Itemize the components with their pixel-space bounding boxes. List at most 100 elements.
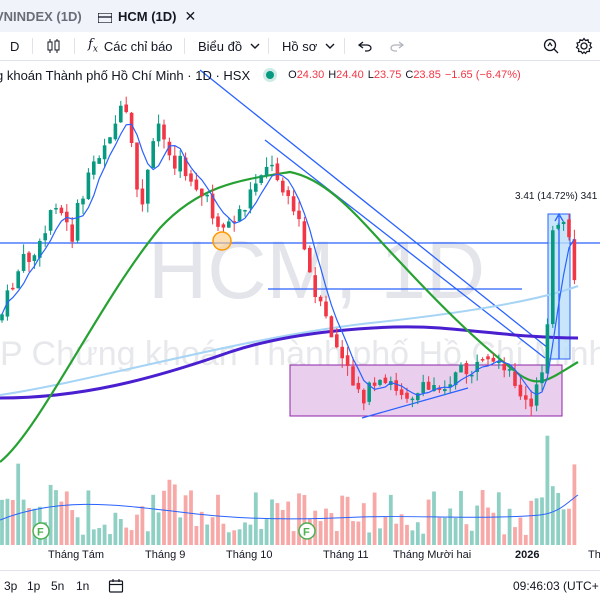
- candle-body: [264, 166, 269, 176]
- candle-body: [551, 230, 555, 325]
- volume-bar: [496, 492, 501, 545]
- volume-bar: [21, 499, 26, 545]
- candle-body: [302, 221, 307, 250]
- candle-body: [448, 384, 452, 388]
- volume-bar: [518, 517, 523, 545]
- range-1n[interactable]: 1n: [76, 571, 89, 601]
- candle-body: [151, 141, 155, 168]
- range-1p[interactable]: 1p: [27, 571, 40, 601]
- volume-bar: [48, 484, 53, 545]
- candle-body: [108, 137, 112, 144]
- candles-icon[interactable]: [46, 32, 62, 60]
- volume-bar: [561, 509, 566, 545]
- trendline-1[interactable]: [199, 69, 549, 349]
- timezone-clock[interactable]: 09:46:03 (UTC+: [513, 571, 599, 601]
- chart-tab-icon: [97, 11, 113, 24]
- close-icon[interactable]: ✕: [184, 7, 197, 24]
- candle-body: [92, 161, 96, 175]
- volume-bar: [437, 517, 442, 545]
- candle-body: [21, 253, 26, 271]
- volume-bar: [205, 524, 210, 545]
- volume-bar: [367, 532, 372, 545]
- chart-pane[interactable]: HCM, 1D P Chứng khoán Thành phố Hồ Chí M…: [0, 61, 600, 570]
- candle-body: [470, 374, 474, 377]
- volume-bar: [405, 524, 409, 545]
- volume-bar: [502, 534, 507, 545]
- tab-vnindex[interactable]: VNINDEX (1D): [0, 0, 82, 32]
- event-badge[interactable]: F: [298, 522, 316, 540]
- interval-button[interactable]: D: [10, 32, 19, 60]
- chart-type-button[interactable]: Biểu đồ: [198, 32, 260, 60]
- symbol-title[interactable]: g khoán Thành phố Hồ Chí Minh · 1D · HSX: [0, 67, 251, 83]
- candle-body: [399, 389, 404, 396]
- indicators-button[interactable]: fx Các chỉ báo: [88, 32, 173, 60]
- candle-body: [345, 355, 350, 366]
- candle-body: [421, 382, 425, 393]
- event-badge[interactable]: F: [32, 522, 50, 540]
- undo-icon[interactable]: [358, 32, 372, 60]
- volume-bar: [302, 495, 307, 545]
- candle-body: [162, 124, 166, 140]
- candle-body: [140, 188, 145, 205]
- ma-fast-line[interactable]: [1, 123, 575, 396]
- volume-bar: [486, 507, 490, 545]
- candle-body: [443, 389, 447, 392]
- candle-body: [205, 194, 209, 197]
- candle-body: [156, 123, 161, 142]
- volume-bar: [313, 510, 318, 545]
- volume-bar: [459, 490, 463, 545]
- trendline-2[interactable]: [264, 139, 546, 359]
- volume-bar: [394, 523, 399, 545]
- volume-bar: [453, 517, 458, 545]
- candle-body: [286, 190, 290, 197]
- candle-body: [459, 364, 463, 373]
- volume-bar: [189, 490, 193, 545]
- candle-body: [243, 210, 247, 212]
- volume-bar: [318, 521, 323, 545]
- ma-slow-line[interactable]: [0, 325, 579, 400]
- toolbar-divider: [184, 38, 185, 54]
- candle-body: [32, 255, 37, 262]
- tab-hcm-label: HCM (1D): [118, 8, 177, 24]
- symbol-header: g khoán Thành phố Hồ Chí Minh · 1D · HSX…: [0, 65, 525, 85]
- volume-bar: [345, 496, 350, 545]
- candle-body: [453, 372, 458, 386]
- range-3p[interactable]: 3p: [4, 571, 17, 601]
- redo-icon[interactable]: [390, 32, 404, 60]
- volume-bar: [91, 529, 96, 545]
- chart-type-label: Biểu đồ: [198, 38, 243, 54]
- volume-bar: [540, 497, 544, 545]
- volume-bar: [140, 506, 145, 545]
- candle-body: [540, 372, 544, 384]
- candle-body: [259, 175, 263, 183]
- volume-bar: [253, 492, 258, 545]
- close-key: C: [405, 69, 414, 81]
- volume-bar: [286, 501, 291, 545]
- gear-icon[interactable]: [575, 32, 593, 60]
- tab-hcm[interactable]: HCM (1D) ✕: [97, 0, 197, 32]
- candle-body: [572, 239, 577, 281]
- candle-body: [194, 179, 199, 190]
- highlight-marker[interactable]: [212, 231, 232, 251]
- ma-long-line[interactable]: [0, 285, 579, 396]
- candle-body: [513, 371, 517, 386]
- volume-ma-line: [0, 494, 579, 521]
- range-5n[interactable]: 5n: [51, 571, 64, 601]
- time-axis-label: Tháng 10: [226, 549, 273, 561]
- volume-bar: [275, 503, 280, 545]
- time-axis[interactable]: Tháng Tám Tháng 9 Tháng 10 Tháng 11 Thán…: [0, 545, 600, 570]
- profile-button[interactable]: Hồ sơ: [282, 32, 335, 60]
- candle-body: [135, 142, 139, 190]
- candle-body: [97, 158, 101, 164]
- candle-body: [70, 224, 74, 242]
- candle-body: [146, 169, 150, 204]
- trendline-3[interactable]: [361, 387, 469, 419]
- volume-bar: [567, 508, 571, 545]
- candle-body: [178, 155, 182, 172]
- replay-icon[interactable]: [543, 32, 561, 60]
- candle-body: [545, 324, 550, 374]
- candle-body: [43, 233, 47, 241]
- date-range-icon[interactable]: [108, 571, 124, 601]
- volume-bar: [221, 523, 226, 545]
- candle-body: [216, 216, 220, 227]
